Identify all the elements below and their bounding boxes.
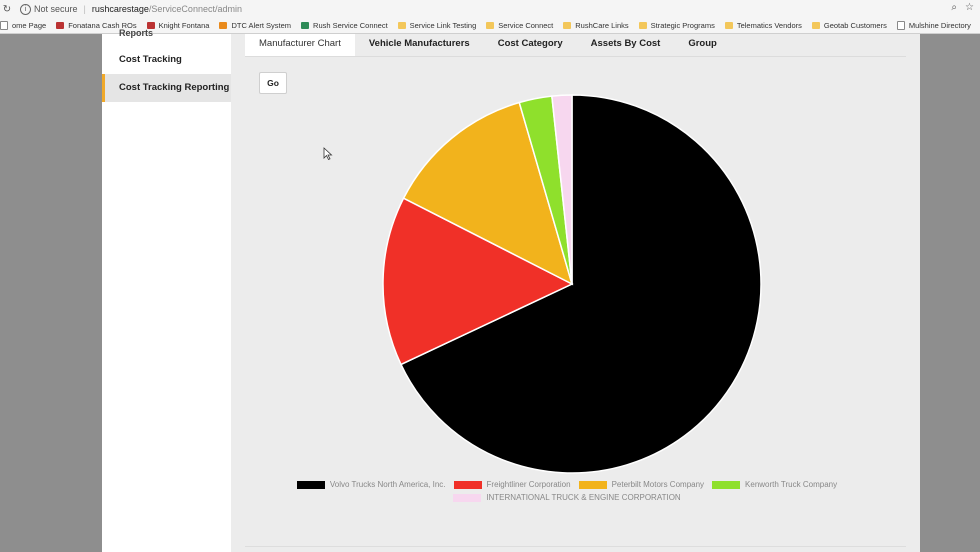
legend-label: INTERNATIONAL TRUCK & ENGINE CORPORATION: [486, 493, 681, 502]
bookmark-label: Strategic Programs: [650, 21, 715, 30]
tab-cost-category[interactable]: Cost Category: [497, 38, 563, 49]
address-bar: ↻ i Not secure | rushcarestage/ServiceCo…: [0, 0, 980, 19]
pie-slice-2[interactable]: [402, 101, 574, 286]
url-field[interactable]: rushcarestage/ServiceConnect/admin: [92, 4, 242, 14]
reload-icon[interactable]: ↻: [2, 3, 12, 15]
sidebar-item-reports[interactable]: Reports: [119, 28, 154, 38]
bookmark-item[interactable]: DTC Alert System: [219, 21, 291, 30]
bookmark-item[interactable]: Service Connect: [486, 21, 553, 30]
mouse-cursor-icon: [323, 147, 333, 161]
pie-slice-1[interactable]: [382, 197, 574, 366]
bookmark-label: ome Page: [12, 21, 47, 30]
report-tabs: Manufacturer Chart Vehicle Manufacturers…: [245, 34, 731, 56]
legend-row: Volvo Trucks North America, Inc. Freightl…: [282, 480, 852, 489]
info-icon: i: [20, 3, 31, 15]
folder-icon: [486, 22, 495, 29]
legend-swatch: [578, 480, 607, 489]
sidebar-item-cost-tracking[interactable]: Cost Tracking: [119, 54, 182, 65]
legend-label: Freightliner Corporation: [486, 480, 571, 489]
bookmarks-bar: ome Page Fonatana Cash ROs Knight Fontana D…: [0, 18, 980, 34]
legend-item[interactable]: Kenworth Truck Company: [712, 480, 837, 489]
bookmark-item[interactable]: Fonatana Cash ROs: [56, 21, 137, 30]
bookmark-icon: [219, 22, 228, 29]
tab-divider: [245, 56, 906, 57]
folder-icon: [811, 22, 820, 29]
folder-icon: [397, 22, 406, 29]
legend-swatch: [712, 480, 741, 489]
bookmark-label: Mulshine Directory: [908, 21, 971, 30]
bookmark-item[interactable]: Mulshine Directory: [896, 21, 971, 30]
legend-item[interactable]: Freightliner Corporation: [453, 480, 571, 489]
bookmark-item[interactable]: Geotab Customers: [811, 21, 887, 30]
bookmark-label: Geotab Customers: [823, 21, 887, 30]
pie-slice-0[interactable]: [399, 94, 762, 474]
security-indicator[interactable]: i Not secure: [20, 3, 78, 15]
bookmark-item[interactable]: Rush Service Connect: [301, 21, 388, 30]
legend-swatch: [453, 493, 482, 502]
bookmark-item[interactable]: Knight Fontana: [146, 21, 210, 30]
legend-label: Volvo Trucks North America, Inc.: [329, 480, 446, 489]
bookmark-label: DTC Alert System: [231, 21, 292, 30]
legend-label: Peterbilt Motors Company: [611, 480, 705, 489]
bookmark-item[interactable]: ome Page: [0, 21, 46, 30]
zoom-icon[interactable]: ⌕: [951, 2, 958, 13]
tab-manufacturer-chart[interactable]: Manufacturer Chart: [245, 34, 355, 56]
legend-item[interactable]: Volvo Trucks North America, Inc.: [296, 480, 446, 489]
bookmark-item[interactable]: RushCare Links: [563, 21, 629, 30]
legend-label: Kenworth Truck Company: [745, 480, 838, 489]
app-page: Reports Cost Tracking Cost Tracking Repo…: [102, 28, 920, 552]
folder-icon: [563, 22, 572, 29]
pie-slice-4[interactable]: [551, 94, 573, 285]
manufacturer-pie-chart: [382, 94, 762, 474]
url-path: /ServiceConnect/admin: [148, 4, 242, 14]
content-bottom-divider: [245, 546, 906, 547]
go-button[interactable]: Go: [259, 72, 287, 94]
security-label: Not secure: [34, 4, 78, 14]
legend-item[interactable]: INTERNATIONAL TRUCK & ENGINE CORPORATION: [453, 493, 681, 502]
bookmark-label: RushCare Links: [575, 21, 629, 30]
bookmark-icon: [301, 22, 310, 29]
legend-swatch: [296, 480, 325, 489]
folder-icon: [638, 22, 647, 29]
bookmark-icon: [146, 22, 155, 29]
bookmark-icon: [0, 21, 8, 30]
legend-row: INTERNATIONAL TRUCK & ENGINE CORPORATION: [282, 493, 852, 502]
bookmark-icon: [896, 21, 905, 30]
bookmark-label: Knight Fontana: [158, 21, 210, 30]
bookmark-item[interactable]: Strategic Programs: [638, 21, 715, 30]
star-icon[interactable]: ☆: [965, 2, 974, 13]
bookmark-label: Service Link Testing: [409, 21, 477, 30]
legend-swatch: [453, 480, 482, 489]
tab-assets-by-cost[interactable]: Assets By Cost: [590, 38, 661, 49]
sidebar: Reports Cost Tracking Cost Tracking Repo…: [102, 28, 231, 552]
tab-group[interactable]: Group: [688, 38, 717, 49]
bookmark-icon: [56, 22, 65, 29]
bookmark-label: Rush Service Connect: [313, 21, 388, 30]
bookmark-label: Service Connect: [498, 21, 554, 30]
folder-icon: [724, 22, 733, 29]
legend-item[interactable]: Peterbilt Motors Company: [578, 480, 705, 489]
bookmark-item[interactable]: Telematics Vendors: [724, 21, 802, 30]
bookmark-label: Fonatana Cash ROs: [68, 21, 137, 30]
url-host: rushcarestage: [91, 4, 149, 14]
chart-legend: Volvo Trucks North America, Inc. Freightl…: [282, 480, 852, 506]
sidebar-item-cost-tracking-reporting[interactable]: Cost Tracking Reporting: [102, 74, 231, 102]
bookmark-label: Telematics Vendors: [736, 21, 802, 30]
address-separator: |: [83, 4, 86, 14]
tab-vehicle-manufacturers[interactable]: Vehicle Manufacturers: [368, 38, 470, 49]
bookmark-item[interactable]: Service Link Testing: [397, 21, 477, 30]
